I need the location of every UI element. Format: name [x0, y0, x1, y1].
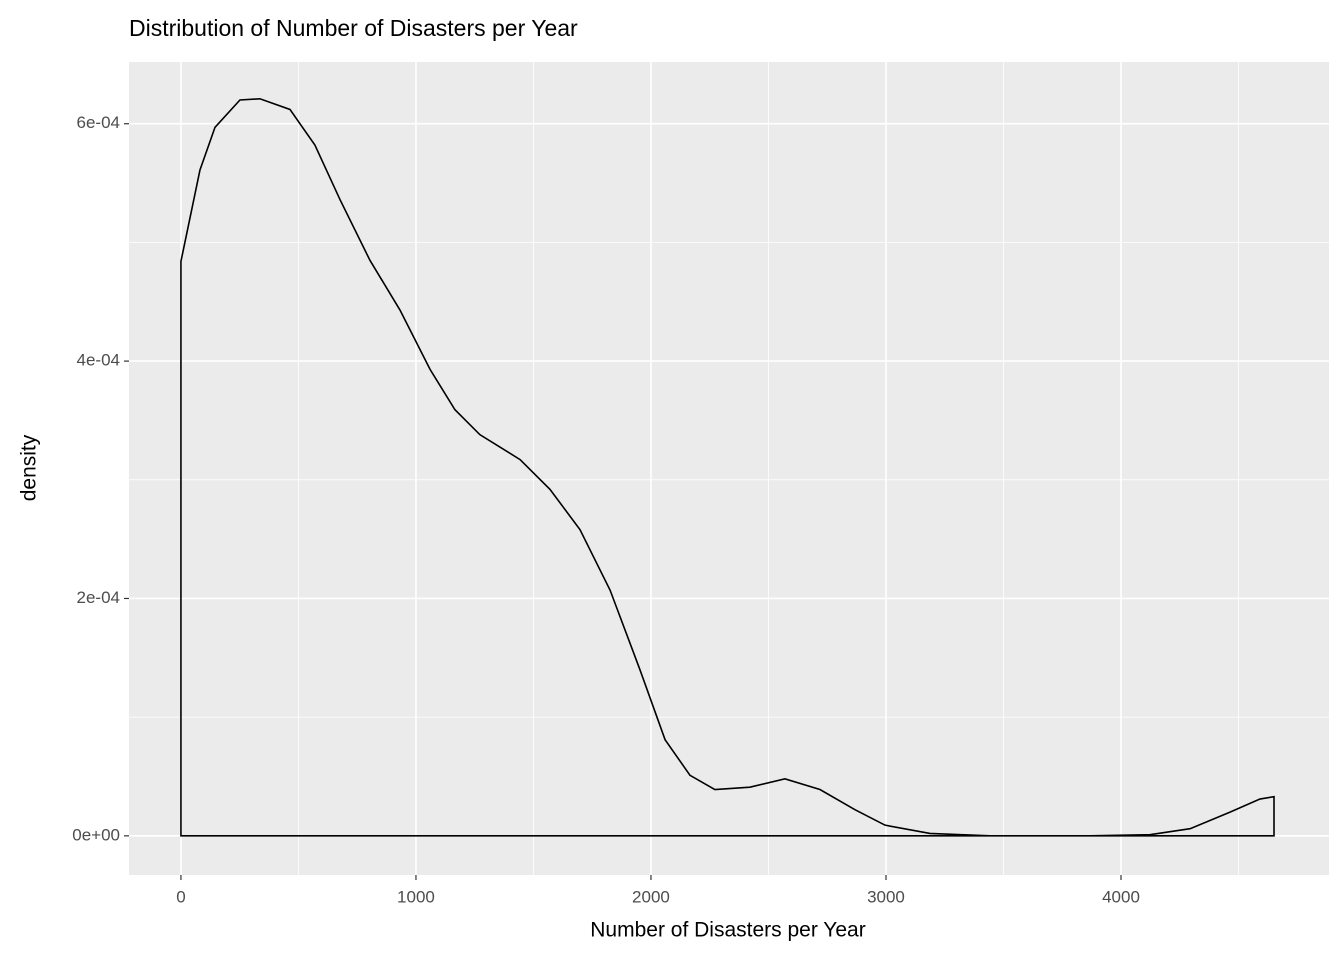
x-tick-label: 4000 — [1102, 887, 1140, 906]
y-tick-label: 6e-04 — [77, 113, 120, 132]
y-tick-label: 4e-04 — [77, 351, 120, 370]
chart-title: Distribution of Number of Disasters per … — [129, 15, 578, 41]
x-axis-title: Number of Disasters per Year — [590, 919, 865, 942]
x-tick-label: 0 — [176, 887, 185, 906]
x-tick-label: 3000 — [867, 887, 905, 906]
x-tick-label: 1000 — [397, 887, 435, 906]
y-tick-label: 2e-04 — [77, 588, 120, 607]
y-axis-title: density — [18, 434, 41, 501]
x-tick-label: 2000 — [632, 887, 670, 906]
y-tick-label: 0e+00 — [72, 825, 120, 844]
density-area — [180, 97, 1275, 837]
panel — [129, 62, 1329, 875]
